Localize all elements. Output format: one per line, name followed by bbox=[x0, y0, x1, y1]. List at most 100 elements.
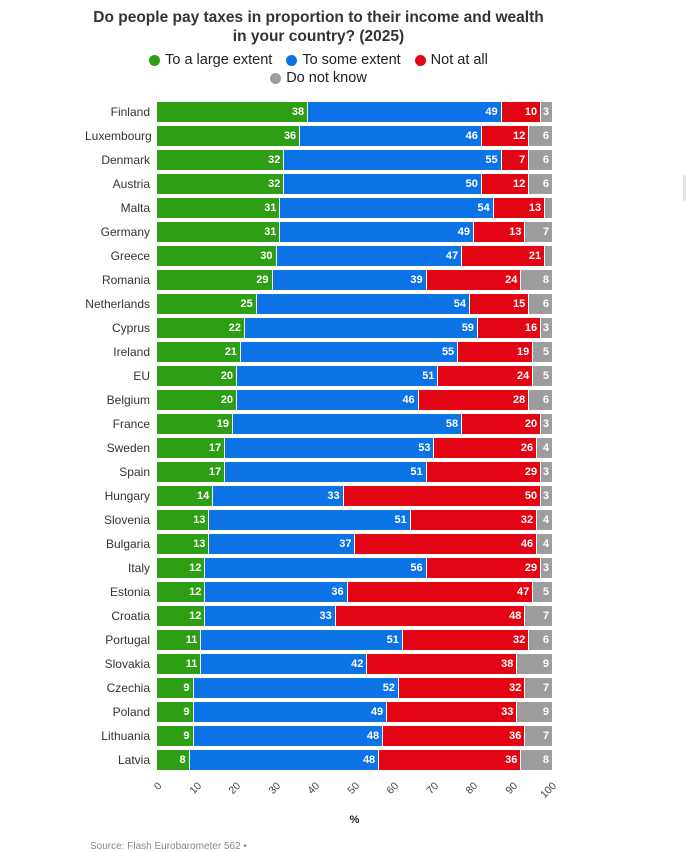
bar-segment-do-not-know: 6 bbox=[528, 174, 552, 195]
country-label: Portugal bbox=[105, 633, 150, 648]
x-tick-label: 30 bbox=[266, 780, 283, 797]
country-label: Croatia bbox=[111, 609, 150, 624]
bar-segment-to-a-large-extent: 32 bbox=[157, 150, 284, 171]
bar-value-label: 38 bbox=[291, 105, 305, 118]
country-label: Romania bbox=[101, 273, 150, 288]
bar-segment-not-at-all: 29 bbox=[425, 462, 541, 483]
bar-value-label: 6 bbox=[542, 129, 549, 142]
bar-value-label: 42 bbox=[351, 657, 364, 670]
bar-value-label: 6 bbox=[542, 153, 549, 166]
bar-segment-do-not-know: 4 bbox=[536, 510, 552, 531]
bar-segment-to-some-extent: 33 bbox=[204, 606, 335, 627]
bar-value-label: 36 bbox=[509, 729, 522, 742]
legend-dot-icon bbox=[270, 72, 282, 84]
bar-value-label: 22 bbox=[228, 321, 241, 334]
chart-row: Malta 31 54 13 bbox=[85, 196, 552, 220]
x-tick-label: 40 bbox=[305, 780, 323, 797]
bar-value-label: 53 bbox=[418, 441, 431, 454]
bar-segment-not-at-all: 36 bbox=[378, 750, 521, 771]
bar-segment-to-some-extent: 59 bbox=[243, 318, 477, 339]
country-label: Estonia bbox=[109, 585, 150, 600]
stacked-bar: 31 54 13 bbox=[157, 198, 552, 219]
chart-title: Do people pay taxes in proportion to the… bbox=[93, 9, 544, 46]
bar-segment-to-a-large-extent: 31 bbox=[157, 198, 280, 219]
stacked-bar: 13 37 46 4 bbox=[157, 534, 552, 555]
stacked-bar: 9 49 33 9 bbox=[157, 702, 552, 723]
country-label: Poland bbox=[112, 705, 150, 720]
chart-row: Luxembourg 36 46 12 6 bbox=[85, 124, 552, 148]
bar-segment-do-not-know: 3 bbox=[540, 558, 552, 579]
bar-segment-not-at-all: 29 bbox=[425, 558, 541, 579]
legend-row-1: To a large extent To some extent Not at al… bbox=[142, 51, 495, 69]
bar-segment-not-at-all: 19 bbox=[457, 342, 533, 363]
bar-segment-to-some-extent: 49 bbox=[192, 702, 387, 723]
bar-segment-do-not-know: 5 bbox=[532, 342, 552, 363]
legend-row-2: Do not know bbox=[263, 69, 374, 87]
bar-value-label: 25 bbox=[240, 297, 253, 310]
bar-segment-to-a-large-extent: 20 bbox=[157, 366, 236, 387]
bar-segment-to-some-extent: 54 bbox=[279, 198, 493, 219]
stacked-bar: 14 33 50 3 bbox=[157, 486, 552, 507]
legend-item-do-not-know: Do not know bbox=[270, 70, 367, 86]
bar-segment-do-not-know: 5 bbox=[532, 366, 552, 387]
bar-segment-do-not-know: 7 bbox=[524, 222, 552, 243]
bar-segment-not-at-all: 13 bbox=[472, 222, 525, 243]
bar-segment-to-a-large-extent: 25 bbox=[157, 294, 256, 315]
bar-value-label: 19 bbox=[216, 417, 230, 430]
chart-row: Sweden 17 53 26 4 bbox=[85, 436, 552, 460]
bar-segment-not-at-all: 32 bbox=[409, 510, 537, 531]
country-label: Slovenia bbox=[103, 513, 150, 528]
bar-segment-do-not-know: 8 bbox=[520, 750, 552, 771]
bar-segment-to-a-large-extent: 29 bbox=[157, 270, 272, 291]
bar-value-label: 32 bbox=[520, 513, 534, 526]
stacked-bar: 21 55 19 5 bbox=[157, 342, 552, 363]
chart-row: France 19 58 20 3 bbox=[85, 412, 552, 436]
x-tick-label: 100 bbox=[538, 780, 560, 802]
bar-segment-to-some-extent: 33 bbox=[212, 486, 343, 507]
bar-segment-to-some-extent: 48 bbox=[192, 726, 383, 747]
country-label: Lithuania bbox=[101, 729, 150, 744]
country-label: Spain bbox=[119, 465, 150, 480]
bar-segment-not-at-all: 47 bbox=[346, 582, 533, 603]
chart-row: Cyprus 22 59 16 3 bbox=[85, 316, 552, 340]
bar-value-label: 4 bbox=[542, 513, 549, 526]
bar-value-label: 12 bbox=[189, 609, 202, 622]
country-label: Luxembourg bbox=[85, 129, 152, 144]
bar-segment-to-a-large-extent: 12 bbox=[157, 558, 205, 579]
bar-segment-to-some-extent: 51 bbox=[200, 630, 402, 651]
bar-value-label: 32 bbox=[268, 153, 281, 166]
country-label: Hungary bbox=[104, 489, 150, 504]
bar-segment-to-some-extent: 55 bbox=[283, 150, 501, 171]
bar-segment-not-at-all: 28 bbox=[417, 390, 529, 411]
bar-value-label: 11 bbox=[185, 657, 198, 670]
bar-value-label: 13 bbox=[193, 513, 206, 526]
bar-value-label: 17 bbox=[208, 465, 222, 478]
bar-value-label: 39 bbox=[410, 273, 423, 286]
bar-value-label: 19 bbox=[516, 345, 530, 358]
bar-value-label: 49 bbox=[370, 705, 384, 718]
bar-value-label: 5 bbox=[542, 369, 549, 382]
country-label: Cyprus bbox=[111, 321, 150, 336]
legend-dot-icon bbox=[286, 54, 298, 66]
bar-value-label: 4 bbox=[542, 441, 549, 454]
stacked-bar: 9 52 32 7 bbox=[157, 678, 552, 699]
bar-value-label: 55 bbox=[441, 345, 455, 358]
country-label: EU bbox=[133, 369, 150, 384]
bar-value-label: 8 bbox=[542, 753, 549, 766]
bar-value-label: 36 bbox=[331, 585, 344, 598]
bar-value-label: 46 bbox=[520, 537, 534, 550]
bar-segment-not-at-all: 20 bbox=[461, 414, 541, 435]
x-tick-label: 10 bbox=[187, 780, 204, 797]
bar-value-label: 36 bbox=[283, 129, 297, 142]
bar-value-label: 20 bbox=[220, 369, 233, 382]
bar-segment-not-at-all: 50 bbox=[342, 486, 541, 507]
bar-value-label: 29 bbox=[524, 561, 538, 574]
bar-value-label: 4 bbox=[542, 537, 549, 550]
x-axis-label: % bbox=[349, 814, 360, 827]
bar-segment-to-some-extent: 49 bbox=[279, 222, 473, 243]
bar-value-label: 3 bbox=[542, 417, 549, 430]
scrollbar-thumb[interactable] bbox=[683, 175, 686, 201]
country-label: Netherlands bbox=[85, 297, 150, 312]
bar-segment-to-a-large-extent: 36 bbox=[157, 126, 300, 147]
bar-segment-do-not-know: 6 bbox=[528, 126, 552, 147]
